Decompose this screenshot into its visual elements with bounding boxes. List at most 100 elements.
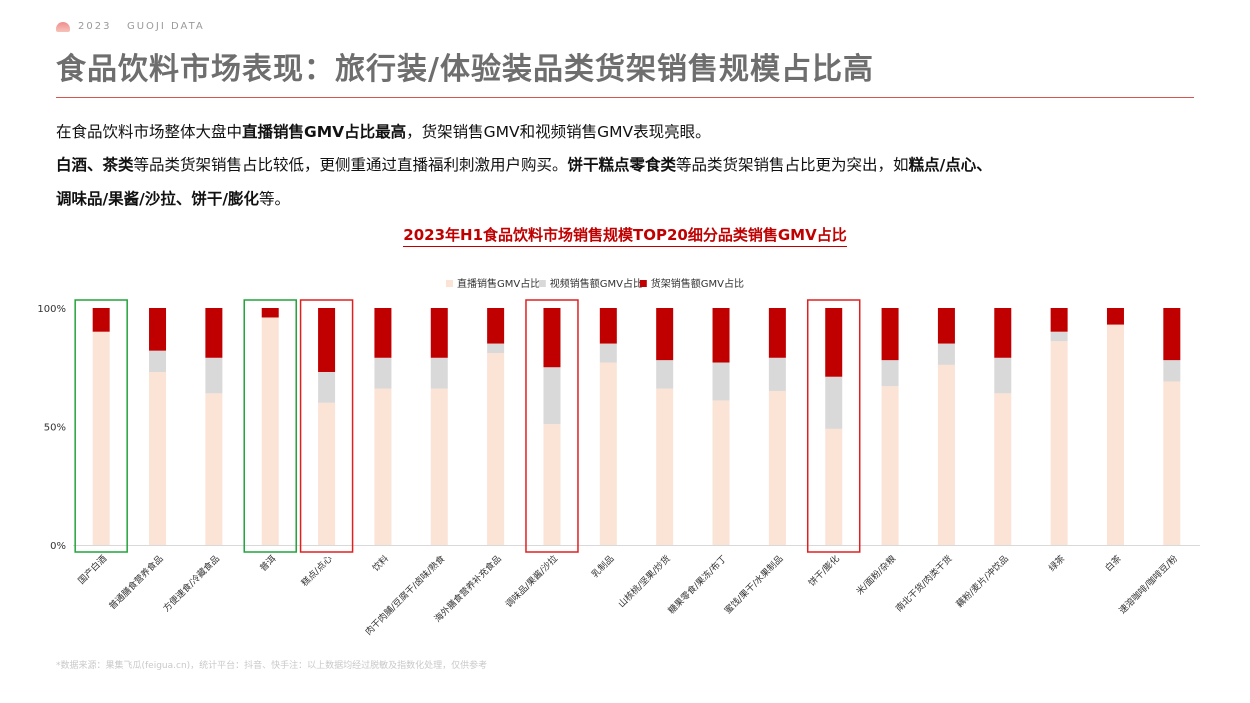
brand-logo-icon — [56, 21, 70, 32]
legend-label: 直播销售GMV占比 — [457, 277, 540, 290]
summary-run: 白酒、茶类 — [56, 156, 134, 174]
bar-segment — [487, 308, 505, 344]
bar-segment — [1050, 341, 1068, 545]
bar-segment — [430, 388, 448, 545]
bar-segment — [318, 308, 336, 372]
summary-run: ，货架销售GMV和视频销售GMV表现亮眼。 — [406, 123, 711, 141]
bar-segment — [825, 376, 843, 429]
bar-segment — [374, 388, 392, 545]
x-tick-label: 饮料 — [370, 553, 391, 574]
bar-segment — [430, 308, 448, 358]
chart-title-wrap: 2023年H1食品饮料市场销售规模TOP20细分品类销售GMV占比 — [0, 224, 1250, 247]
bar-segment — [1106, 308, 1124, 325]
summary-run: 糕点/点心、 — [908, 156, 992, 174]
x-tick-label: 乳制品 — [589, 553, 617, 581]
bar-segment — [1163, 381, 1181, 545]
bar-segment — [656, 388, 674, 545]
bar-segment — [599, 343, 617, 363]
summary-run: 调味品/果酱/沙拉、饼干/膨化 — [56, 190, 259, 208]
legend-label: 视频销售额GMV占比 — [550, 277, 643, 290]
bar-segment — [1050, 331, 1068, 342]
title-divider — [56, 97, 1194, 98]
data-source-note: *数据来源：果集飞瓜(feigua.cn)，统计平台：抖音、快手注：以上数据均经… — [56, 661, 488, 671]
bar-segment — [825, 428, 843, 545]
bar-segment — [1106, 324, 1124, 545]
bar-segment — [487, 353, 505, 545]
brand: 2023 GUOJI DATA — [56, 21, 205, 32]
x-tick-label: 白茶 — [1102, 553, 1123, 574]
bar-segment — [261, 308, 279, 318]
bar-segment — [656, 308, 674, 361]
bar-segment — [712, 362, 730, 401]
bar-segment — [994, 308, 1012, 358]
bar-segment — [318, 402, 336, 545]
summary-run: 饼干糕点零食类 — [567, 156, 677, 174]
bar-segment — [656, 360, 674, 389]
bar-segment — [543, 308, 561, 368]
bar-segment — [768, 308, 786, 358]
bar-segment — [374, 308, 392, 358]
legend-swatch — [446, 280, 453, 287]
bar-segment — [374, 357, 392, 389]
bar-segment — [881, 360, 899, 387]
legend-swatch — [639, 280, 647, 287]
y-tick-label: 100% — [37, 304, 66, 315]
x-tick-label: 山核桃/坚果/炒货 — [615, 553, 672, 610]
summary-run: 等品类货架销售占比更为突出，如 — [676, 156, 909, 174]
x-tick-label: 普通膳食营养食品 — [106, 553, 165, 612]
bar-segment — [487, 343, 505, 354]
summary-line-2: 白酒、茶类等品类货架销售占比较低，更侧重通过直播福利刺激用户购买。饼干糕点零食类… — [56, 155, 1206, 175]
x-tick-label: 国产白酒 — [75, 553, 109, 587]
summary-line-1: 在食品饮料市场整体大盘中直播销售GMV占比最高，货架销售GMV和视频销售GMV表… — [56, 122, 1206, 142]
bar-segment — [149, 350, 167, 372]
x-tick-label: 南北干货/肉类干货 — [893, 553, 955, 615]
bar-segment — [825, 308, 843, 377]
chart-title: 2023年H1食品饮料市场销售规模TOP20细分品类销售GMV占比 — [403, 226, 847, 247]
bar-segment — [430, 357, 448, 389]
stacked-bar-chart: 直播销售GMV占比 视频销售额GMV占比 货架销售额GMV占比 0% 50% 100% 国产… — [37, 277, 1200, 638]
bar-segment — [768, 357, 786, 391]
summary-line-3: 调味品/果酱/沙拉、饼干/膨化等。 — [56, 189, 1206, 209]
highlight-box-red — [806, 299, 861, 553]
bar-segment — [937, 364, 955, 545]
bar-segment — [1050, 308, 1068, 332]
bar-segment — [92, 308, 110, 332]
bar-segment — [712, 308, 730, 363]
legend-label: 货架销售额GMV占比 — [651, 277, 744, 290]
x-tick-label: 调味品/果酱/沙拉 — [503, 553, 560, 610]
highlight-box-green — [243, 299, 297, 553]
highlight-box-red — [525, 299, 579, 553]
bar-segment — [881, 308, 899, 361]
bar-segment — [92, 331, 110, 545]
bar-segment — [599, 308, 617, 344]
bar-segment — [1163, 308, 1181, 361]
x-tick-label: 藕粉/麦片/冲饮品 — [954, 553, 1011, 610]
brand-text: 2023 GUOJI DATA — [78, 21, 205, 32]
bar-segment — [261, 317, 279, 545]
x-tick-label: 糕点/点心 — [299, 553, 335, 589]
bar-segment — [543, 367, 561, 425]
page-title: 食品饮料市场表现：旅行装/体验装品类货架销售规模占比高 — [56, 52, 874, 87]
x-tick-label: 普洱 — [257, 553, 278, 574]
bar-segment — [205, 393, 223, 545]
x-tick-label: 米/面粉/杂粮 — [854, 553, 899, 598]
x-tick-label: 饼干/膨化 — [806, 553, 842, 589]
highlight-box-red — [299, 299, 354, 553]
bar-segment — [149, 371, 167, 545]
bar-segment — [881, 386, 899, 545]
bar-segment — [937, 343, 955, 365]
x-tick-label: 糖果零食/果冻/布丁 — [665, 553, 729, 617]
summary-run: 等品类货架销售占比较低，更侧重通过直播福利刺激用户购买。 — [133, 156, 568, 174]
bar-segment — [994, 393, 1012, 545]
x-tick-label: 速溶咖啡/咖啡豆/粉 — [1116, 553, 1180, 617]
y-tick-label: 50% — [44, 423, 66, 434]
x-tick-label: 蜜饯/果干/水果制品 — [722, 553, 786, 617]
summary-run: 直播销售GMV占比最高 — [242, 123, 407, 141]
x-tick-label: 方便速食/冷藏食品 — [160, 553, 222, 615]
y-tick-label: 0% — [50, 541, 66, 552]
bar-segment — [205, 308, 223, 358]
highlight-box-green — [74, 299, 128, 553]
bar-segment — [149, 308, 167, 351]
bar-segment — [768, 390, 786, 545]
summary-run: 在食品饮料市场整体大盘中 — [56, 123, 243, 141]
